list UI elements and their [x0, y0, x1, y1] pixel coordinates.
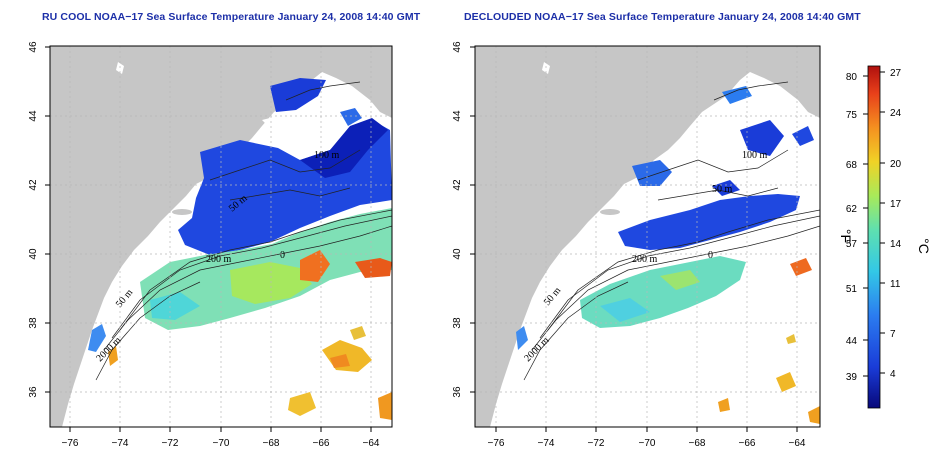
- lon-tick-label: −76: [62, 438, 79, 449]
- colorbar-gradient: [867, 65, 881, 409]
- contour-label: 50 m: [712, 184, 733, 195]
- lon-tick-label: −74: [538, 438, 555, 449]
- contour-label: 100 m: [742, 150, 768, 161]
- celsius-tick-label: 24: [890, 108, 902, 119]
- contour-label: 0: [280, 250, 285, 261]
- fahrenheit-tick-label: 39: [846, 372, 858, 383]
- celsius-tick-label: 14: [890, 239, 902, 250]
- temperature-colorbar: 80 75 68 62 57 51 44 39 27 24 20 17 14 1…: [838, 65, 932, 409]
- lon-tick-label: −68: [263, 438, 280, 449]
- fahrenheit-ticks: 80 75 68 62 57 51 44 39: [846, 72, 858, 383]
- right-map-title: DECLOUDED NOAA−17 Sea Surface Temperatur…: [464, 11, 861, 23]
- fahrenheit-tick-label: 62: [846, 204, 858, 215]
- celsius-tick-label: 11: [890, 279, 901, 290]
- left-map-panel: 100 m 200 m 50 m 50 m 2000 m 0: [28, 41, 393, 449]
- fahrenheit-tick-label: 44: [846, 336, 858, 347]
- right-lat-axis: 46 44 42 40 38 36: [452, 41, 463, 398]
- lat-tick-label: 40: [452, 248, 463, 260]
- fahrenheit-tick-label: 80: [846, 72, 858, 83]
- right-map-panel: 100 m 200 m 50 m 50 m 2000 m 0: [452, 41, 821, 449]
- lat-tick-label: 38: [452, 317, 463, 329]
- lat-tick-label: 44: [28, 110, 39, 122]
- fahrenheit-tick-label: 68: [846, 160, 858, 171]
- celsius-tick-label: 20: [890, 159, 902, 170]
- celsius-tick-label: 7: [890, 329, 896, 340]
- lon-tick-label: −74: [112, 438, 129, 449]
- lon-tick-label: −76: [488, 438, 505, 449]
- lat-tick-label: 44: [452, 110, 463, 122]
- lat-tick-label: 40: [28, 248, 39, 260]
- contour-label: 200 m: [632, 254, 658, 265]
- lon-tick-label: −64: [363, 438, 380, 449]
- lon-tick-label: −64: [789, 438, 806, 449]
- celsius-ticks: 27 24 20 17 14 11 7 4: [890, 68, 902, 380]
- lon-tick-label: −72: [162, 438, 179, 449]
- lat-tick-label: 42: [28, 179, 39, 191]
- lat-tick-label: 36: [28, 386, 39, 398]
- lat-tick-label: 46: [452, 41, 463, 53]
- lon-tick-label: −70: [639, 438, 656, 449]
- contour-label: 200 m: [206, 254, 232, 265]
- celsius-tick-label: 17: [890, 199, 902, 210]
- contour-label: 0: [708, 250, 713, 261]
- lat-tick-label: 42: [452, 179, 463, 191]
- lat-tick-label: 36: [452, 386, 463, 398]
- contour-label: 100 m: [314, 150, 340, 161]
- lon-tick-label: −72: [588, 438, 605, 449]
- left-map-title: RU COOL NOAA−17 Sea Surface Temperature …: [42, 11, 421, 23]
- land-mass: [50, 46, 392, 427]
- celsius-unit-label: °C: [916, 238, 932, 254]
- left-lat-axis: 46 44 42 40 38 36: [28, 41, 39, 398]
- sst-cold-region: [618, 194, 800, 250]
- fahrenheit-tick-label: 51: [846, 284, 858, 295]
- lon-tick-label: −66: [313, 438, 330, 449]
- celsius-tick-label: 4: [890, 369, 896, 380]
- lon-tick-label: −70: [213, 438, 230, 449]
- celsius-tick-label: 27: [890, 68, 902, 79]
- land-mass: [475, 46, 820, 427]
- lat-tick-label: 46: [28, 41, 39, 53]
- lon-tick-label: −68: [689, 438, 706, 449]
- left-lon-axis: −76 −74 −72 −70 −68 −66 −64: [62, 438, 380, 449]
- lat-tick-label: 38: [28, 317, 39, 329]
- fahrenheit-unit-label: °F: [838, 229, 854, 243]
- right-lon-axis: −76 −74 −72 −70 −68 −66 −64: [488, 438, 806, 449]
- fahrenheit-tick-label: 75: [846, 110, 858, 121]
- fahrenheit-tick-label: 57: [846, 239, 858, 250]
- lon-tick-label: −66: [739, 438, 756, 449]
